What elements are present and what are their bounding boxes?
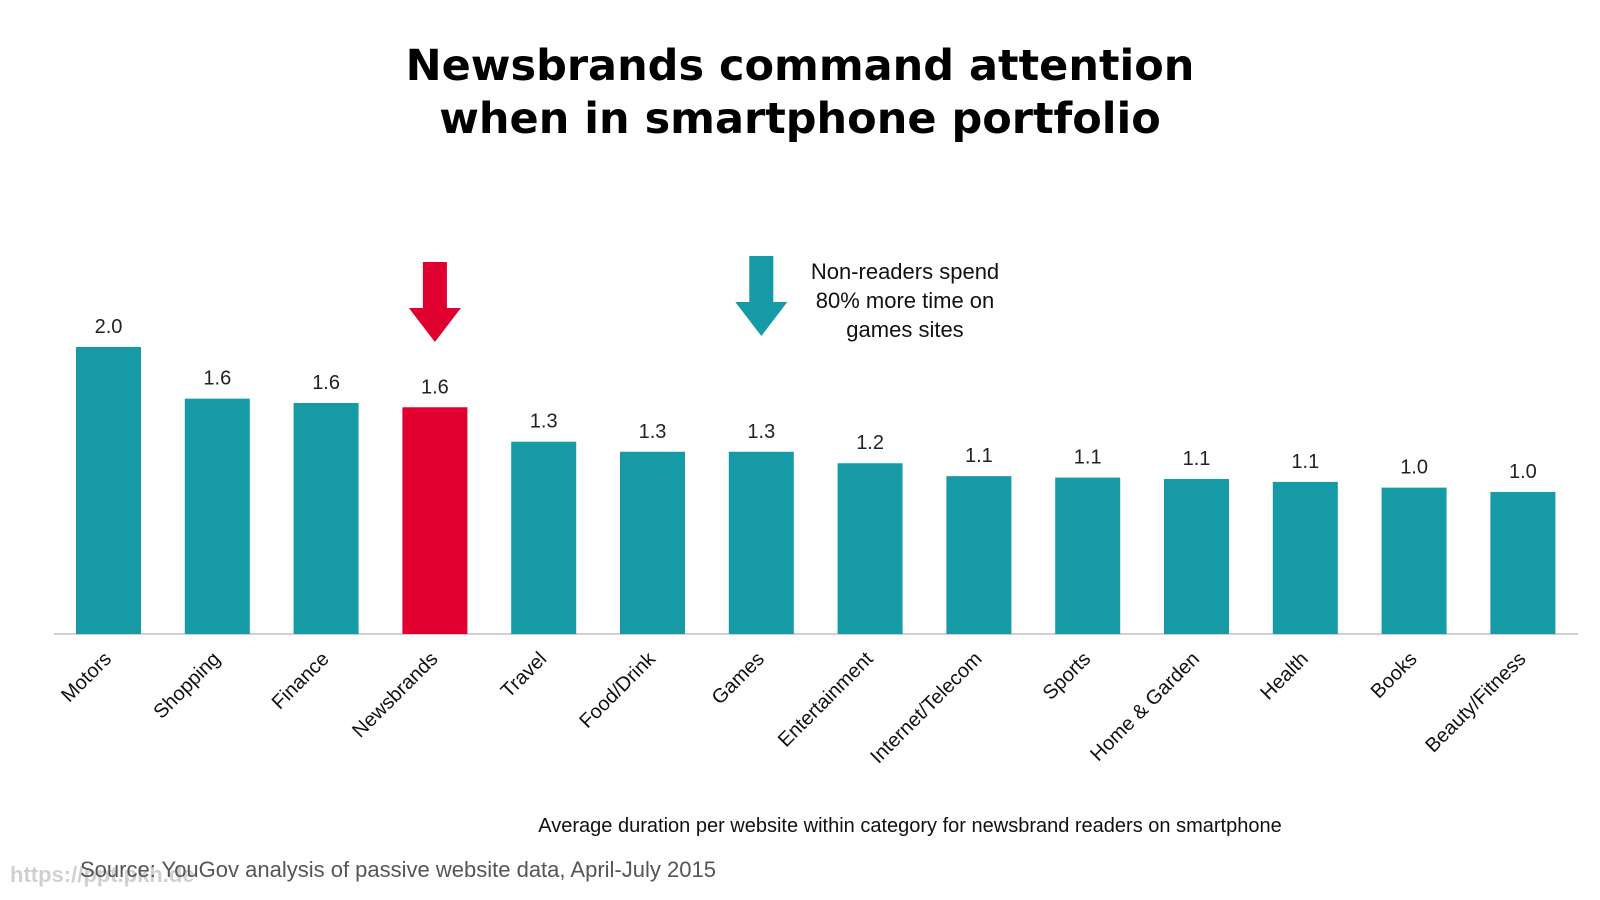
tick-label-beauty-fitness: Beauty/Fitness xyxy=(1421,648,1530,757)
source-note: Source: YouGov analysis of passive websi… xyxy=(80,857,716,882)
annotation-line-2: 80% more time on xyxy=(815,288,995,313)
data-label-motors: 2.0 xyxy=(95,316,123,338)
data-label-home-garden: 1.1 xyxy=(1183,448,1211,470)
games-annotation: Non-readers spend 80% more time on games… xyxy=(790,257,1020,344)
tick-label-food-drink: Food/Drink xyxy=(575,647,660,732)
bar-sports xyxy=(1055,477,1121,634)
chart-title: Newsbrands command attention when in sma… xyxy=(0,40,1600,146)
bar-finance xyxy=(293,402,359,634)
bar-food-drink xyxy=(620,451,685,634)
tick-label-sports: Sports xyxy=(1039,648,1095,704)
data-label-food-drink: 1.3 xyxy=(639,421,667,443)
tick-label-games: Games xyxy=(708,648,769,709)
watermark: https://ppt.pkh.de xyxy=(10,862,195,887)
annotation-line-3: games sites xyxy=(846,317,964,342)
bar-health xyxy=(1272,481,1338,634)
data-label-internet-telecom: 1.1 xyxy=(965,445,993,467)
bar-entertainment xyxy=(837,463,903,634)
tick-label-health: Health xyxy=(1256,648,1312,704)
data-label-finance: 1.6 xyxy=(312,372,340,394)
tick-label-newsbrands: Newsbrands xyxy=(348,648,442,742)
bar-motors xyxy=(76,347,141,634)
bar-games xyxy=(728,451,794,634)
chart-title-line-2: when in smartphone portfolio xyxy=(439,94,1161,144)
bar-internet-telecom xyxy=(946,476,1012,634)
chart-title-line-1: Newsbrands command attention xyxy=(405,41,1195,91)
arrow-games-icon xyxy=(735,256,788,336)
tick-label-home-garden: Home & Garden xyxy=(1086,648,1204,766)
data-label-health: 1.1 xyxy=(1291,451,1319,473)
axis-caption: Average duration per website within cate… xyxy=(538,815,1282,837)
bar-books xyxy=(1381,487,1447,634)
data-label-entertainment: 1.2 xyxy=(856,432,884,454)
bar-newsbrands xyxy=(402,407,468,634)
data-label-newsbrands: 1.6 xyxy=(421,376,449,398)
arrow-newsbrands-icon xyxy=(408,262,461,342)
bar-shopping xyxy=(184,398,250,634)
tick-label-internet-telecom: Internet/Telecom xyxy=(866,648,986,768)
bar-travel xyxy=(511,441,577,634)
tick-label-shopping: Shopping xyxy=(150,648,225,723)
data-label-games: 1.3 xyxy=(747,421,775,443)
tick-label-travel: Travel xyxy=(497,648,551,702)
bar-home-garden xyxy=(1164,479,1229,634)
tick-label-entertainment: Entertainment xyxy=(774,648,878,752)
tick-label-finance: Finance xyxy=(268,648,334,714)
tick-label-motors: Motors xyxy=(57,648,116,707)
data-label-shopping: 1.6 xyxy=(203,368,231,390)
bar-beauty-fitness xyxy=(1490,491,1556,634)
data-label-sports: 1.1 xyxy=(1074,447,1102,469)
data-label-travel: 1.3 xyxy=(530,411,558,433)
data-label-beauty-fitness: 1.0 xyxy=(1509,461,1537,483)
data-label-books: 1.0 xyxy=(1400,457,1428,479)
tick-label-books: Books xyxy=(1367,648,1422,703)
annotation-line-1: Non-readers spend xyxy=(810,259,1000,284)
